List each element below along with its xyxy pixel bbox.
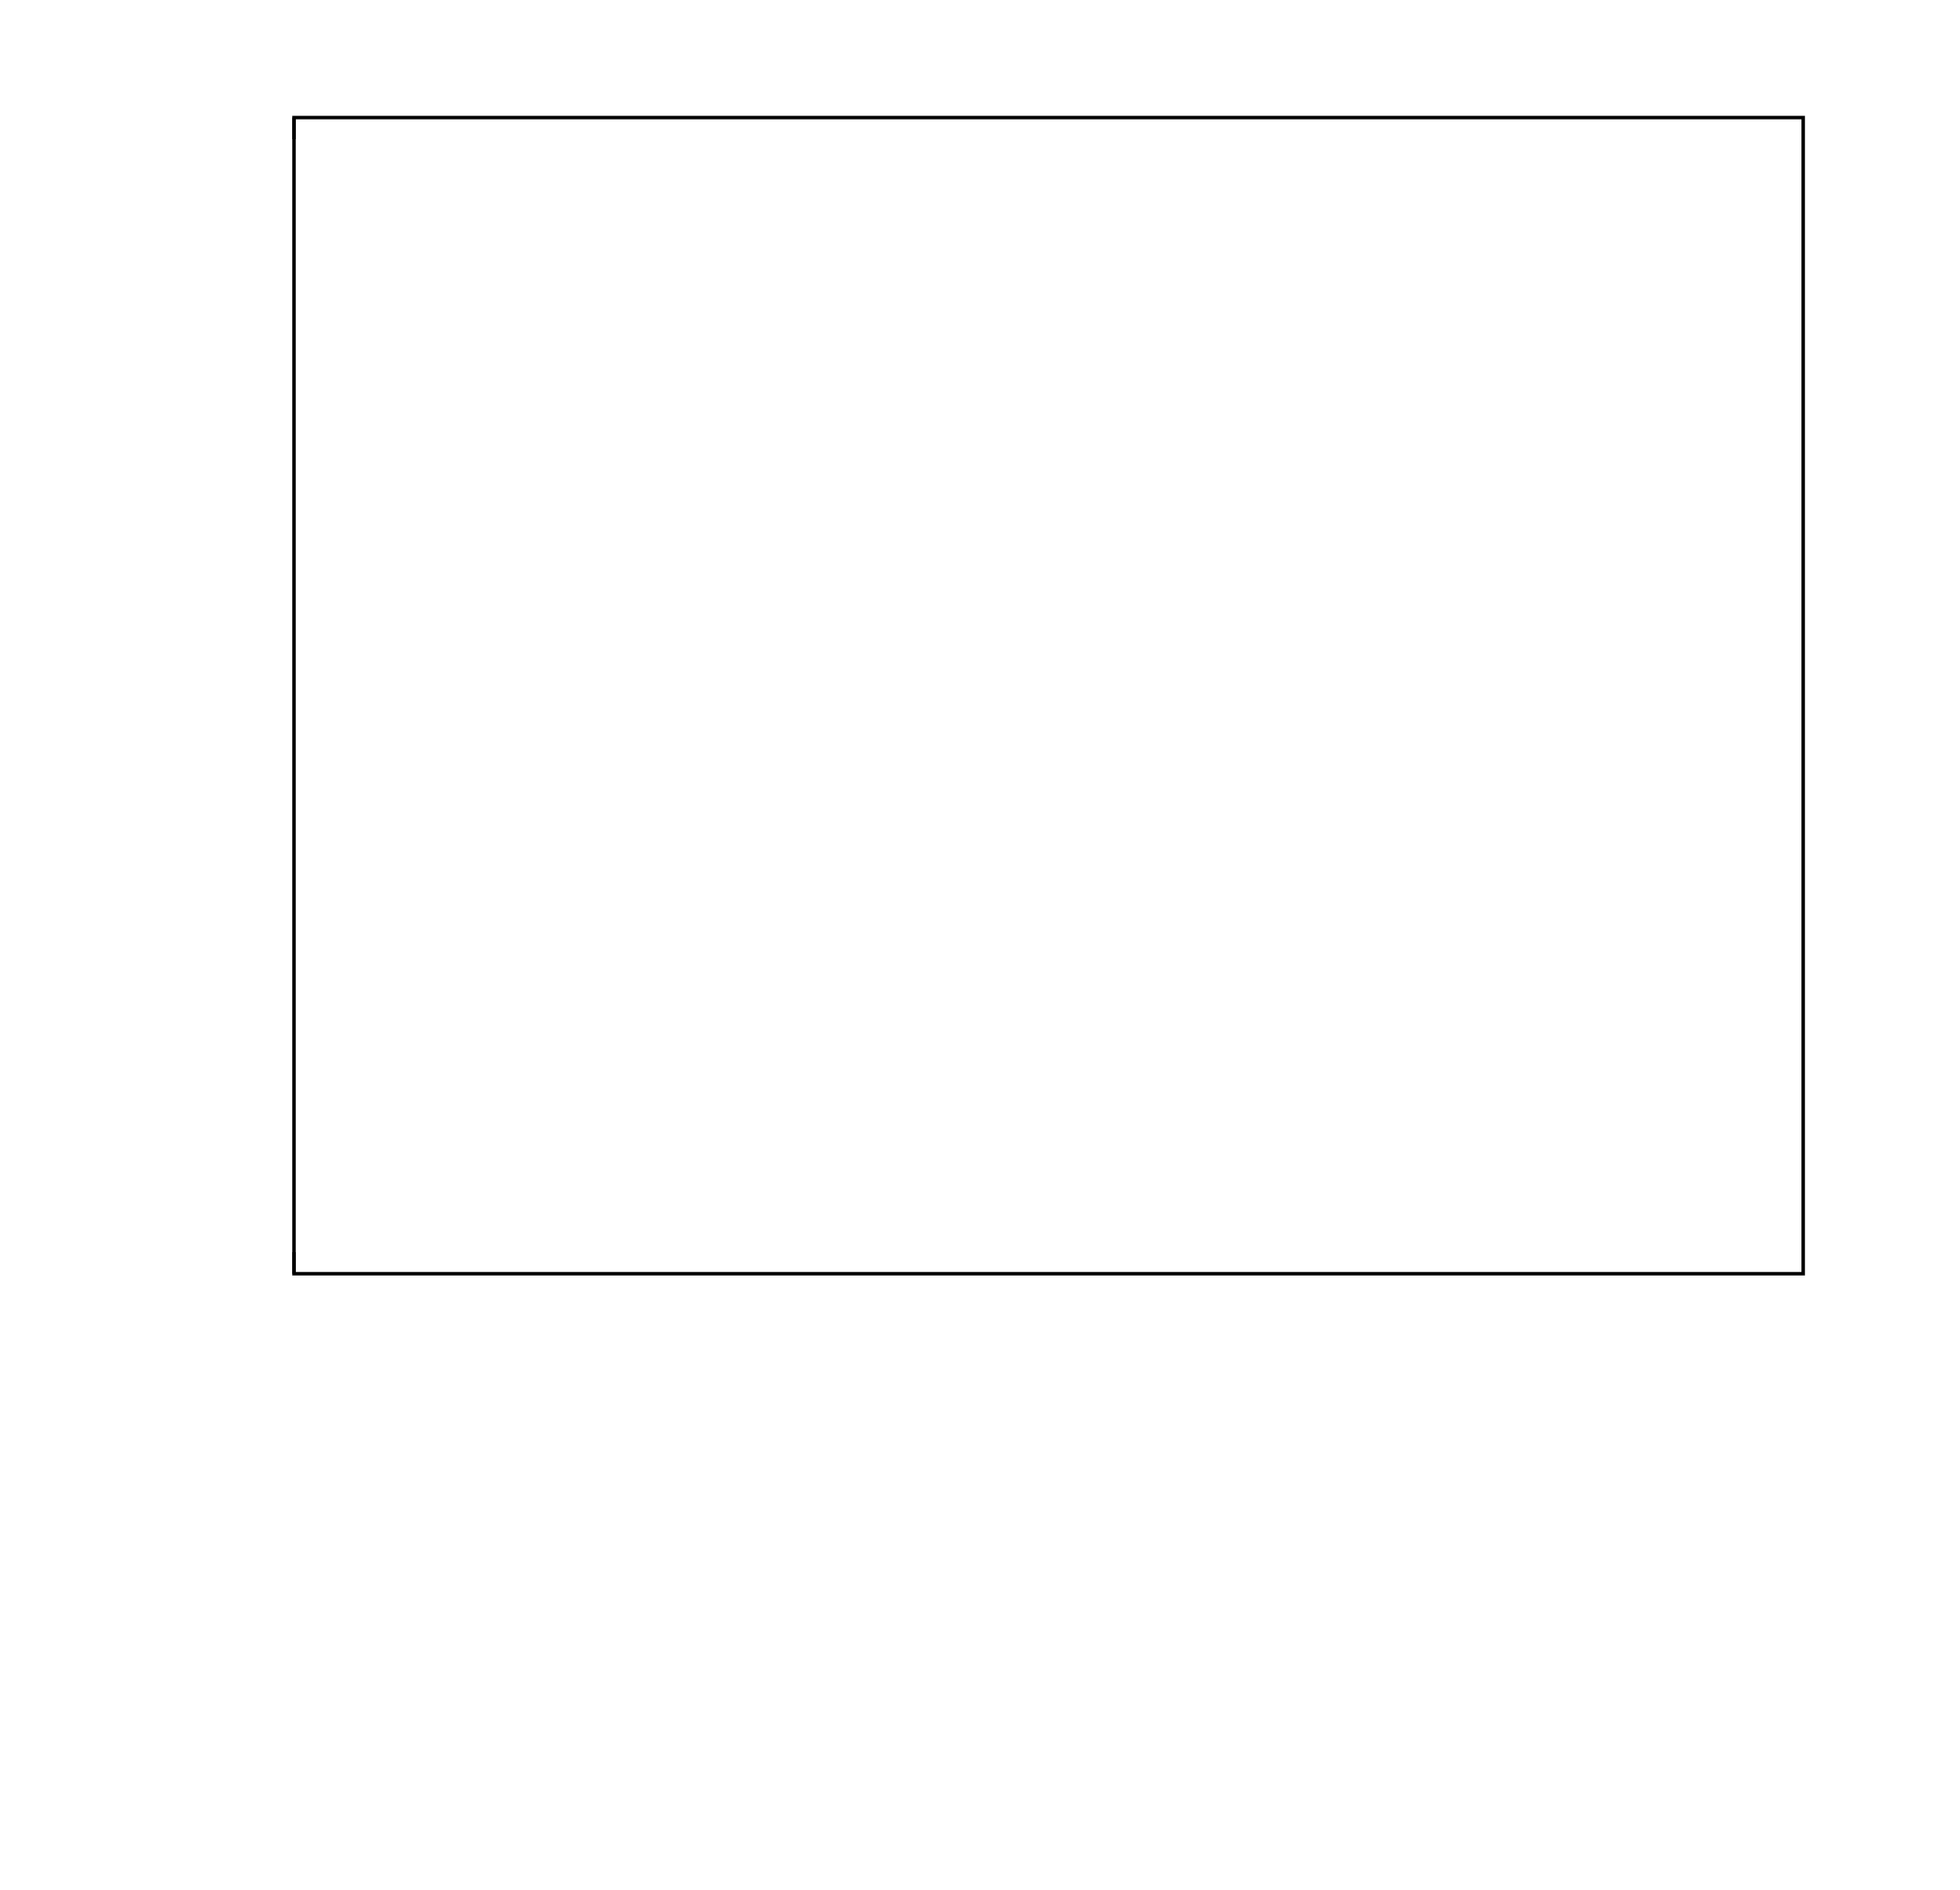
scatter-chart <box>0 0 1960 1890</box>
